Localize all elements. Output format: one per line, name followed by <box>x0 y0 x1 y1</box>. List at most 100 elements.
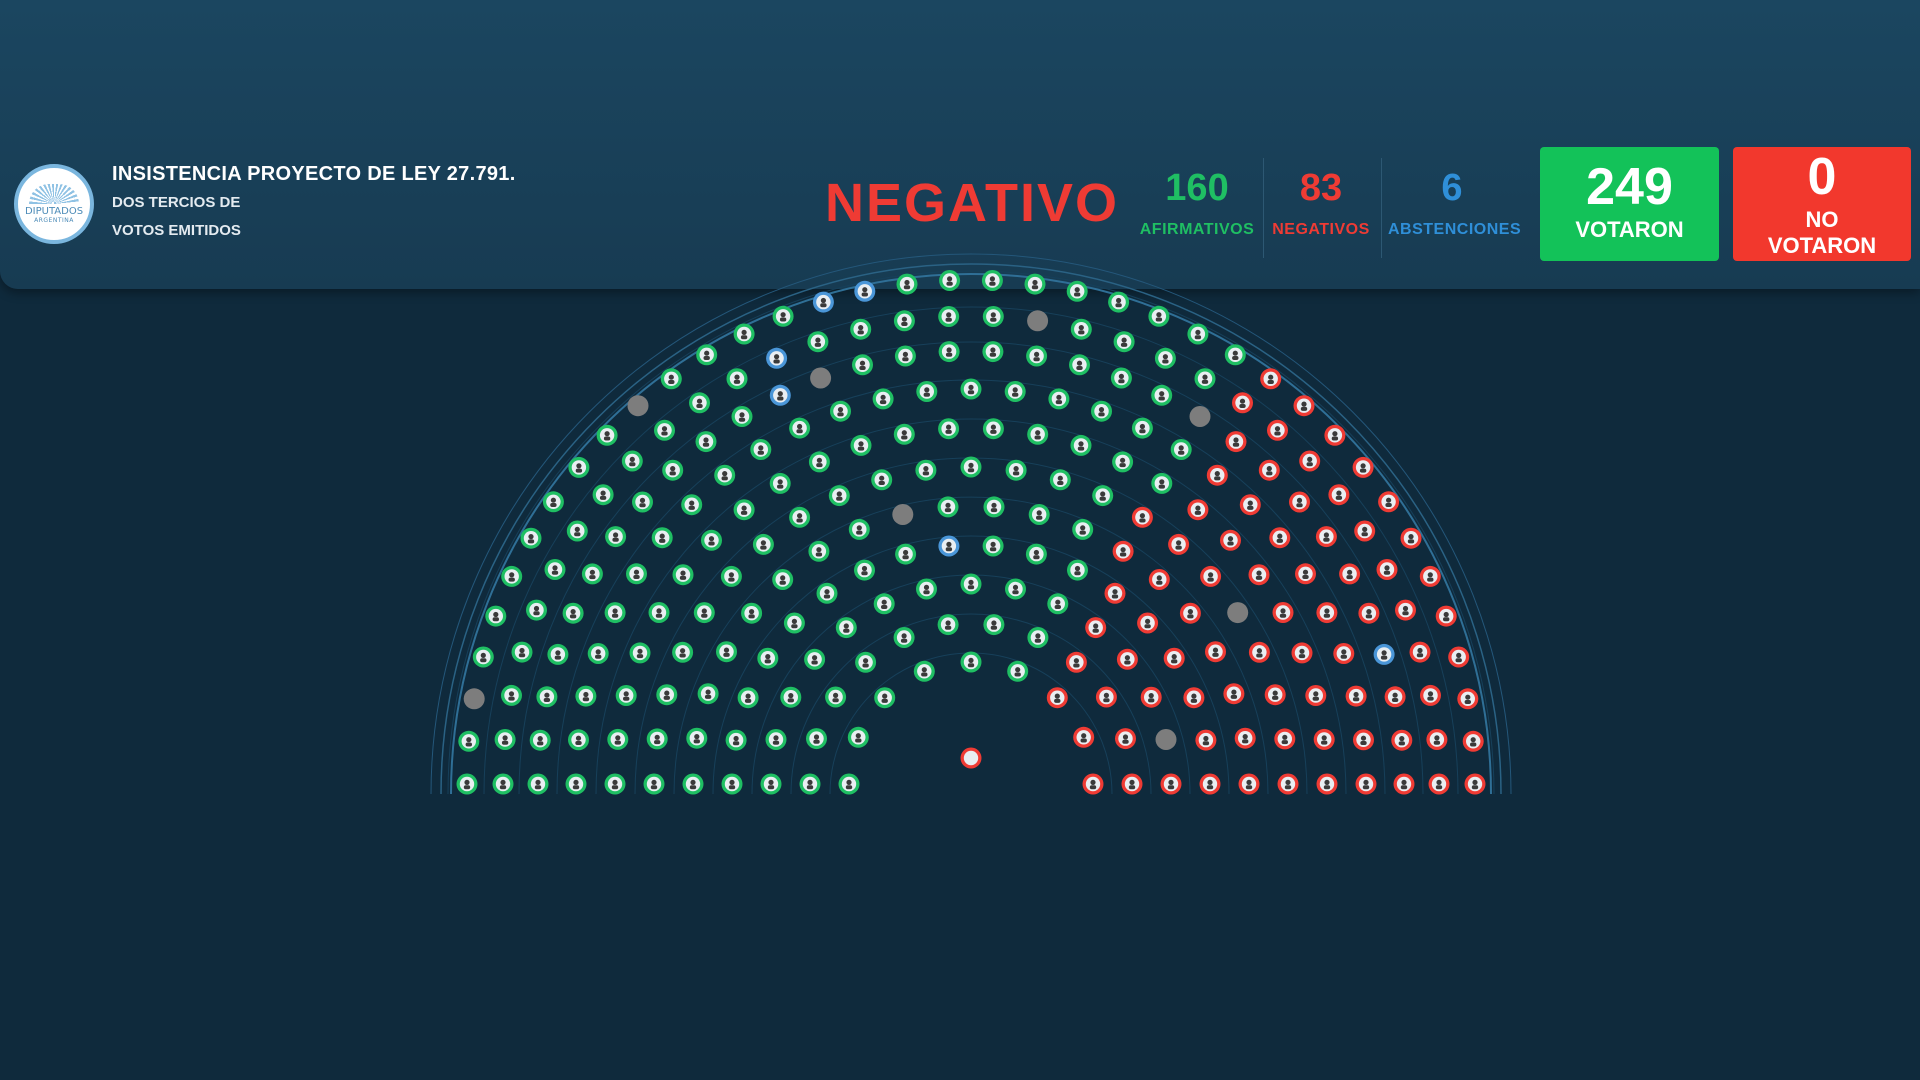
deputy-seat[interactable] <box>816 582 838 604</box>
deputy-seat[interactable] <box>1112 540 1134 562</box>
deputy-seat[interactable] <box>960 378 982 400</box>
deputy-seat[interactable] <box>893 627 915 648</box>
deputy-seat[interactable] <box>529 729 551 751</box>
deputy-seat[interactable] <box>847 726 869 748</box>
deputy-seat[interactable] <box>937 614 959 636</box>
deputy-seat[interactable] <box>1391 729 1413 751</box>
deputy-seat[interactable] <box>1264 684 1286 706</box>
deputy-seat[interactable] <box>850 434 872 456</box>
deputy-seat[interactable] <box>1085 617 1107 639</box>
deputy-seat[interactable] <box>456 773 478 795</box>
deputy-seat[interactable] <box>621 450 643 472</box>
deputy-seat[interactable] <box>1384 686 1406 708</box>
deputy-seat[interactable] <box>511 641 533 663</box>
deputy-seat[interactable] <box>1328 484 1350 506</box>
deputy-seat[interactable] <box>1025 543 1047 565</box>
deputy-seat[interactable] <box>1110 367 1132 389</box>
deputy-seat[interactable] <box>568 729 589 751</box>
deputy-seat[interactable] <box>1448 646 1470 668</box>
deputy-seat[interactable] <box>648 602 670 623</box>
deputy-seat[interactable] <box>1073 726 1095 748</box>
deputy-seat[interactable] <box>1131 506 1153 528</box>
deputy-seat[interactable] <box>1248 641 1270 663</box>
deputy-seat[interactable] <box>1179 602 1201 624</box>
deputy-seat[interactable] <box>913 660 935 682</box>
deputy-seat[interactable] <box>1232 392 1253 414</box>
deputy-seat[interactable] <box>547 643 569 665</box>
deputy-seat[interactable] <box>581 563 603 585</box>
deputy-seat[interactable] <box>526 599 547 621</box>
deputy-seat[interactable] <box>672 641 694 663</box>
deputy-seat[interactable] <box>1069 354 1090 376</box>
deputy-seat[interactable] <box>1070 434 1092 456</box>
deputy-seat[interactable] <box>854 559 875 581</box>
deputy-seat[interactable] <box>1095 686 1117 708</box>
deputy-seat[interactable] <box>731 406 753 427</box>
deputy-seat[interactable] <box>825 686 847 708</box>
deputy-seat[interactable] <box>1200 565 1222 587</box>
deputy-seat[interactable] <box>780 686 802 708</box>
deputy-seat[interactable] <box>1049 469 1071 491</box>
deputy-seat[interactable] <box>1155 729 1177 750</box>
deputy-seat[interactable] <box>1305 685 1327 706</box>
deputy-seat[interactable] <box>1378 491 1400 513</box>
deputy-seat[interactable] <box>1121 773 1143 795</box>
deputy-seat[interactable] <box>1457 688 1479 710</box>
deputy-seat[interactable] <box>1435 605 1457 627</box>
deputy-seat[interactable] <box>874 687 896 709</box>
deputy-seat[interactable] <box>1112 451 1134 473</box>
deputy-seat[interactable] <box>672 564 694 586</box>
deputy-seat[interactable] <box>1393 773 1415 795</box>
deputy-seat[interactable] <box>1345 685 1367 707</box>
deputy-seat[interactable] <box>981 270 1003 291</box>
deputy-seat[interactable] <box>720 565 742 587</box>
deputy-seat[interactable] <box>893 310 915 332</box>
deputy-seat[interactable] <box>1376 559 1398 580</box>
deputy-seat[interactable] <box>651 527 673 549</box>
deputy-seat[interactable] <box>750 439 772 460</box>
deputy-seat[interactable] <box>1291 642 1313 664</box>
deputy-seat[interactable] <box>810 367 832 389</box>
deputy-seat[interactable] <box>916 578 937 600</box>
deputy-seat[interactable] <box>937 496 959 518</box>
deputy-seat[interactable] <box>1373 643 1395 665</box>
deputy-seat[interactable] <box>1005 578 1026 600</box>
deputy-seat[interactable] <box>1082 773 1104 795</box>
deputy-seat[interactable] <box>1027 310 1049 332</box>
deputy-seat[interactable] <box>605 526 627 548</box>
deputy-seat[interactable] <box>938 535 960 557</box>
deputy-seat[interactable] <box>1315 526 1337 548</box>
deputy-seat[interactable] <box>896 273 918 295</box>
deputy-seat[interactable] <box>1091 400 1112 422</box>
deputy-seat[interactable] <box>1026 345 1048 367</box>
deputy-seat[interactable] <box>783 612 805 634</box>
deputy-seat[interactable] <box>1070 318 1092 340</box>
deputy-seat[interactable] <box>1260 368 1282 390</box>
deputy-seat[interactable] <box>629 642 651 664</box>
deputy-seat[interactable] <box>654 419 675 441</box>
deputy-seat[interactable] <box>1168 533 1190 555</box>
deputy-seat[interactable] <box>1352 456 1374 478</box>
deputy-seat[interactable] <box>542 491 564 513</box>
deputy-seat[interactable] <box>1194 368 1216 390</box>
deputy-seat[interactable] <box>765 729 787 750</box>
deputy-seat[interactable] <box>769 384 791 406</box>
deputy-seat[interactable] <box>828 485 850 507</box>
deputy-seat[interactable] <box>695 431 717 453</box>
deputy-seat[interactable] <box>1151 384 1173 406</box>
deputy-seat[interactable] <box>1116 648 1138 670</box>
deputy-seat[interactable] <box>760 773 782 795</box>
deputy-seat[interactable] <box>604 602 626 624</box>
deputy-seat[interactable] <box>1428 773 1450 795</box>
deputy-seat[interactable] <box>983 496 1005 518</box>
deputy-seat[interactable] <box>915 459 937 481</box>
deputy-seat[interactable] <box>1355 773 1377 795</box>
deputy-seat[interactable] <box>607 728 629 750</box>
deputy-seat[interactable] <box>1170 439 1192 460</box>
deputy-seat[interactable] <box>501 684 522 706</box>
deputy-seat[interactable] <box>1258 459 1280 481</box>
deputy-seat[interactable] <box>1028 504 1050 525</box>
deputy-seat[interactable] <box>757 647 779 669</box>
deputy-seat[interactable] <box>1092 485 1114 507</box>
deputy-seat[interactable] <box>938 418 960 440</box>
